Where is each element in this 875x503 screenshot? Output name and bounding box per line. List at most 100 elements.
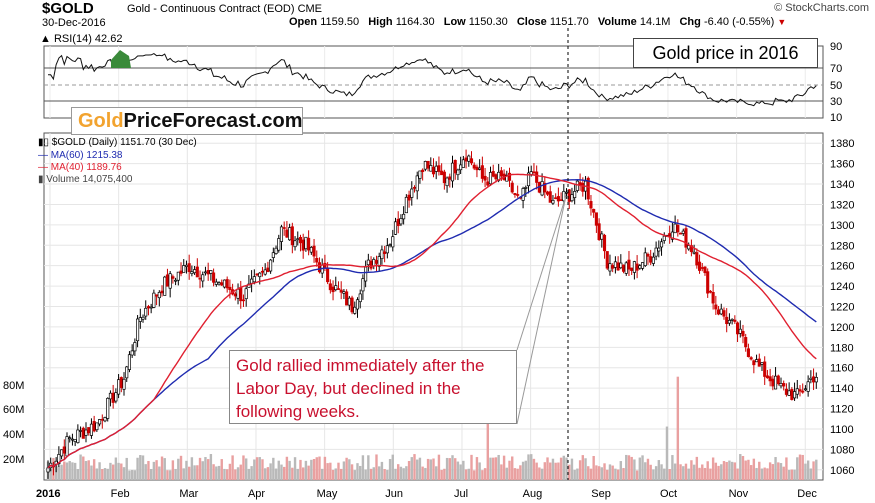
candle-body [624,262,628,274]
candle-body [369,260,373,269]
candle-body [298,236,303,244]
price-tick-label: 1280 [830,240,854,252]
candle-body [510,182,514,193]
candle-body [220,282,224,286]
volume-bar [733,462,737,480]
candle-body [179,270,183,274]
candle-body [784,388,788,395]
volume-bar [177,458,180,480]
candle-body [309,246,313,253]
volume-bar [244,458,248,480]
candle-body [328,283,332,291]
volume-bar [633,459,636,480]
candle-body [141,316,145,320]
rsi-tick-label: 30 [830,96,842,108]
candle-body [516,194,520,196]
candle-body [608,263,612,272]
candle-body [738,328,742,334]
volume-bar [649,464,652,480]
rsi-tick-label: 50 [830,80,842,92]
candle-body [649,256,653,263]
volume-bar [752,458,756,480]
symbol-description: Gold - Continuous Contract (EOD) CME [127,3,323,15]
candle-body [806,381,810,392]
volume-bar [323,456,327,480]
candle-body [774,375,778,390]
volume-bar [288,460,291,480]
candle-body [611,265,615,269]
volume-bar [519,465,522,480]
candle-body [374,260,379,264]
volume-bar [652,469,655,480]
candle-body [676,224,680,233]
price-tick-label: 1380 [830,138,854,150]
volume-bar [502,455,506,480]
volume-bar [771,464,775,480]
candle-body [206,270,210,275]
candle-body [695,252,699,266]
candle-body [421,169,425,172]
volume-bar [646,458,650,480]
candle-body [654,247,658,257]
volume-bar [445,457,449,480]
candle-body [198,277,202,280]
volume-bar [478,462,481,480]
volume-bar [798,454,802,480]
volume-bar [763,467,766,480]
candle-body [499,170,503,177]
candle-body [117,379,121,395]
volume-bar [473,470,476,480]
volume-bar [310,459,313,480]
volume-bar [690,460,693,480]
volume-bar [801,454,804,480]
volume-bar [285,456,289,480]
volume-bar [296,468,299,480]
volume-bar [225,469,229,480]
volume-bar [397,464,400,480]
candle-body [621,264,626,272]
month-tick-label: Oct [660,488,677,500]
volume-bar [367,455,370,480]
volume-bar [768,462,772,480]
candle-body [575,180,579,191]
candle-body [288,227,292,241]
volume-tick-label: 20M [3,454,24,466]
candle-body [274,247,278,254]
volume-bar [687,468,690,480]
volume-bar [483,468,487,480]
volume-bar [253,459,256,480]
volume-bar [543,462,547,480]
rsi-tick-label: 10 [830,112,842,124]
volume-bar [312,459,316,480]
candle-body [293,240,297,248]
volume-bar [60,464,63,480]
candle-body [165,274,170,287]
volume-bar [103,468,107,480]
candle-body [252,276,256,283]
candle-body [793,391,797,399]
candle-body [146,306,150,309]
volume-bar [342,461,346,480]
volume-bar [508,460,511,480]
price-tick-label: 1220 [830,302,854,314]
month-tick-label: 2016 [36,488,60,500]
candle-body [225,279,229,289]
volume-bar [133,470,137,480]
volume-bar [236,467,240,480]
volume-bar [258,457,261,480]
volume-bar [492,457,495,480]
candle-body [241,299,246,302]
volume-bar [467,468,470,480]
candle-body [771,378,775,387]
candle-body [616,262,620,271]
volume-bar [87,460,90,480]
volume-bar [538,467,541,480]
volume-bar [549,462,552,480]
candle-body [725,316,729,325]
volume-bar [559,457,563,480]
volume-bar [494,457,498,480]
candle-body [361,278,365,292]
candle-body [714,304,718,310]
volume-bar [787,470,791,480]
